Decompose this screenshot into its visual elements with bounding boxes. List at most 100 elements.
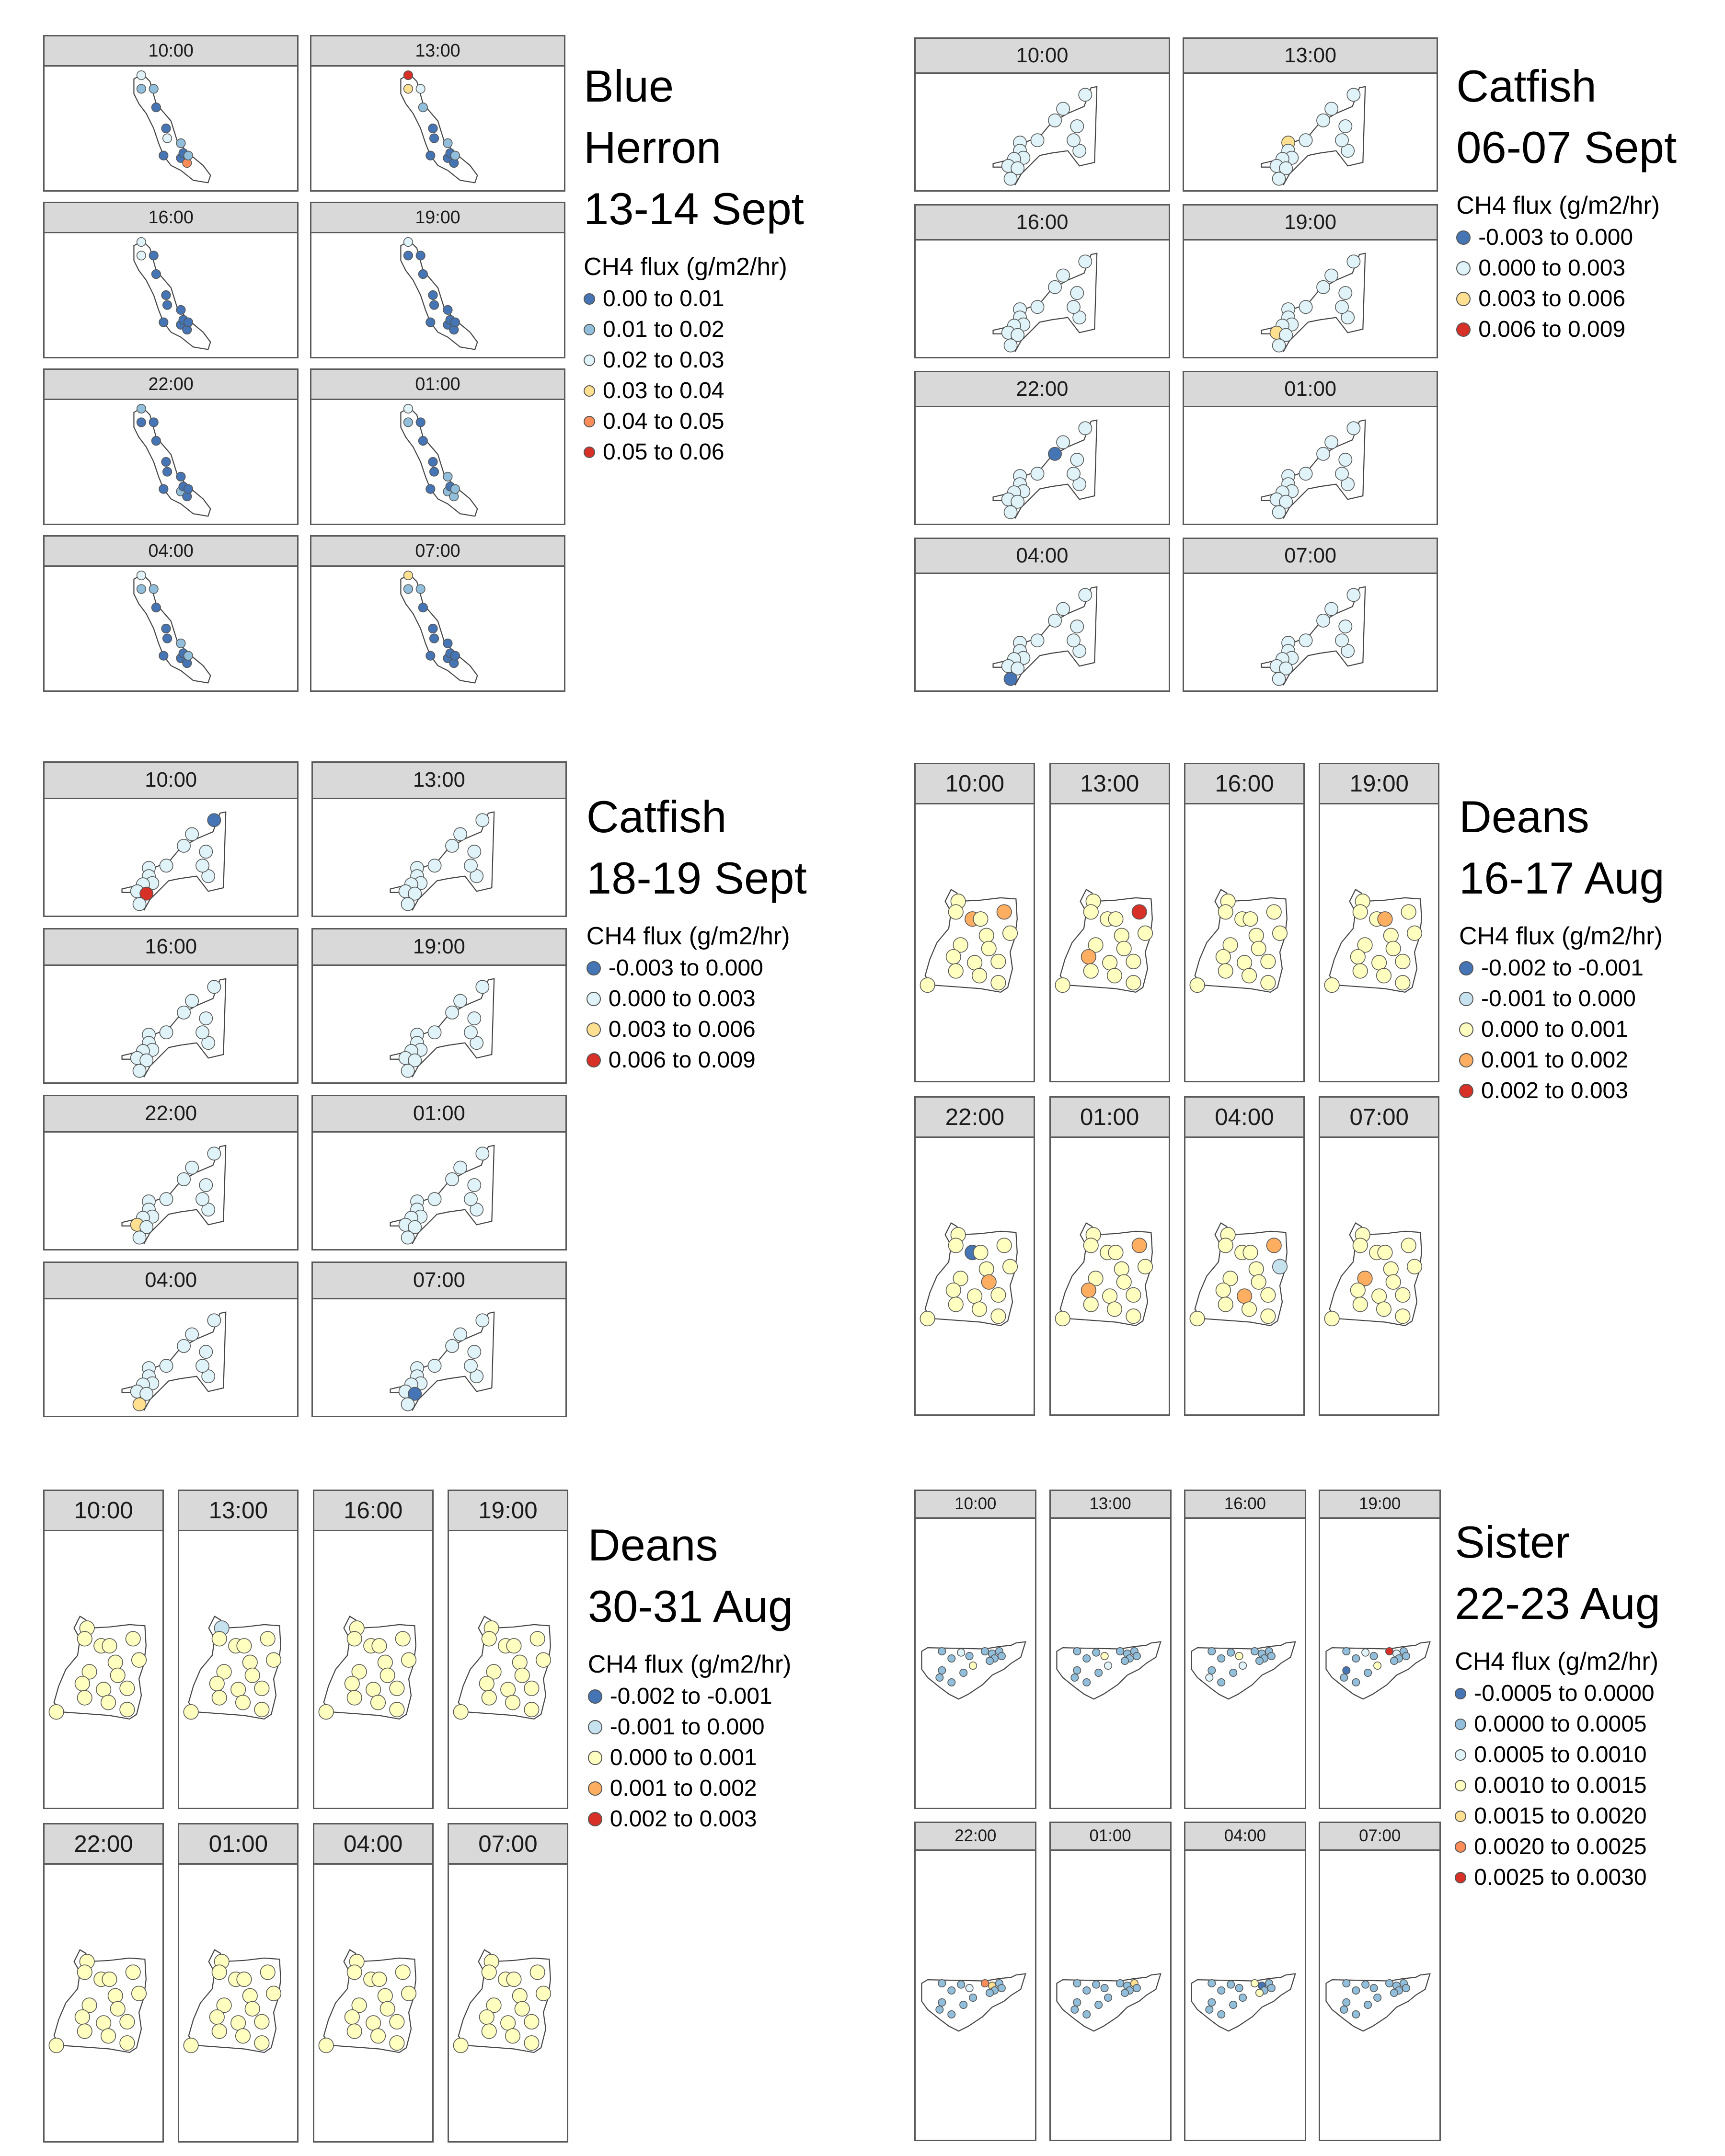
map-panel: 01:00 [310, 368, 566, 526]
sampling-point [1386, 1980, 1393, 1987]
sampling-point [266, 1652, 281, 1667]
sampling-point [991, 1309, 1006, 1324]
sampling-point [446, 839, 459, 852]
panel-time-label: 16:00 [314, 1491, 432, 1531]
lake-map-svg [313, 966, 566, 1082]
legend-swatch-icon [1459, 1022, 1473, 1037]
sampling-point [957, 1649, 965, 1656]
site-title-line: 13-14 Sept [584, 183, 804, 234]
sampling-point [1208, 1980, 1215, 1987]
sampling-point [1374, 1994, 1381, 2001]
sampling-point [949, 1297, 964, 1312]
sampling-point [1339, 287, 1352, 299]
site-title-line: Blue [584, 61, 674, 111]
sampling-point [450, 652, 460, 661]
sampling-point [1317, 114, 1330, 127]
legend-entry-label: 0.003 to 0.006 [608, 1017, 756, 1043]
sampling-point [1251, 1980, 1258, 1987]
map-panel: 04:00 [43, 1261, 299, 1417]
sampling-point [960, 1669, 967, 1676]
sampling-point [476, 814, 489, 826]
map-panel: 04:00 [1184, 1821, 1306, 2141]
lake-map [1051, 804, 1169, 1081]
lake-map [313, 1133, 566, 1249]
sampling-point [1352, 1678, 1359, 1686]
lake-outline [1057, 1641, 1161, 1699]
sampling-point [395, 1631, 410, 1646]
sampling-point [96, 1682, 111, 1697]
sampling-point [1208, 1999, 1215, 2006]
sampling-point [1324, 1311, 1339, 1326]
panel-time-label: 10:00 [44, 763, 298, 799]
sampling-point [184, 2038, 199, 2053]
lake-outline [459, 1617, 551, 1719]
sampling-point [1351, 1283, 1366, 1298]
sampling-point [920, 1311, 935, 1326]
lake-outline [1330, 1223, 1422, 1326]
sampling-point [1352, 1987, 1359, 1994]
panel-time-label: 04:00 [44, 1263, 298, 1299]
sampling-point [1395, 1309, 1410, 1324]
sampling-point [184, 1705, 199, 1720]
panel-time-label: 01:00 [312, 1096, 566, 1133]
sampling-point [948, 1987, 955, 1994]
legend-entry: 0.0005 to 0.0010 [1455, 1740, 1660, 1770]
site-title-line: 16-17 Aug [1459, 853, 1665, 904]
sampling-point [1073, 144, 1086, 157]
sampling-point [1407, 1260, 1422, 1274]
lake-map [1320, 1138, 1438, 1414]
lake-map-svg [1051, 1851, 1170, 2140]
legend-entry-label: 0.000 to 0.003 [608, 986, 756, 1012]
sampling-point [938, 1648, 945, 1655]
sampling-point [486, 1998, 501, 2013]
lake-outline [54, 1617, 146, 1719]
map-panel: 10:00 [43, 761, 299, 917]
map-panel: 10:00 [914, 1489, 1037, 1809]
sampling-point [1352, 2011, 1359, 2018]
sampling-point [401, 1064, 414, 1077]
sampling-point [1094, 2001, 1102, 2008]
sampling-point [1339, 453, 1352, 466]
sampling-point [470, 870, 483, 883]
legend-swatch-icon [584, 385, 595, 397]
panel-time-label: 10:00 [916, 39, 1169, 74]
sampling-point [196, 1359, 209, 1372]
sampling-point [429, 301, 438, 310]
sampling-point [243, 1988, 258, 2003]
sampling-point [1126, 1288, 1141, 1303]
panel-time-label: 13:00 [1184, 39, 1437, 74]
panel-time-label: 16:00 [1185, 764, 1304, 805]
lake-map-svg [916, 804, 1034, 1081]
lake-map [1320, 804, 1438, 1081]
lake-map-svg [45, 1299, 298, 1416]
sampling-point [969, 1994, 977, 2001]
legend-entry-label: 0.006 to 0.009 [608, 1047, 756, 1073]
sampling-point [236, 2029, 251, 2043]
panel-time-label: 10:00 [916, 1491, 1035, 1519]
sampling-point [476, 1314, 489, 1327]
legend-entry: 0.001 to 0.002 [1459, 1045, 1665, 1076]
lake-map-svg [1320, 1851, 1439, 2140]
lake-map [1184, 74, 1437, 190]
panel-time-label: 22:00 [916, 1823, 1035, 1851]
legend-swatch-icon [584, 355, 595, 366]
sampling-point [468, 1178, 481, 1191]
sampling-point [1341, 311, 1354, 324]
sampling-point [202, 1370, 215, 1383]
sampling-point [479, 2010, 494, 2025]
sampling-point [403, 84, 413, 93]
legend-title: CH4 flux (g/m2/hr) [1455, 1648, 1659, 1676]
lake-map-svg [916, 1851, 1035, 2140]
legend-entry-label: 0.002 to 0.003 [610, 1806, 757, 1832]
sampling-point [1339, 120, 1352, 133]
panel-time-label: 22:00 [44, 369, 298, 401]
sampling-point [231, 2016, 246, 2030]
legend-entry: 0.0015 to 0.0020 [1455, 1801, 1660, 1832]
sampling-point [1343, 1667, 1350, 1674]
sampling-point [464, 1026, 477, 1039]
lake-map [314, 1531, 432, 1808]
lake-map [449, 1865, 567, 2141]
sampling-point [443, 639, 452, 648]
legend-swatch-icon [1456, 230, 1471, 245]
sampling-point [1242, 1302, 1257, 1317]
